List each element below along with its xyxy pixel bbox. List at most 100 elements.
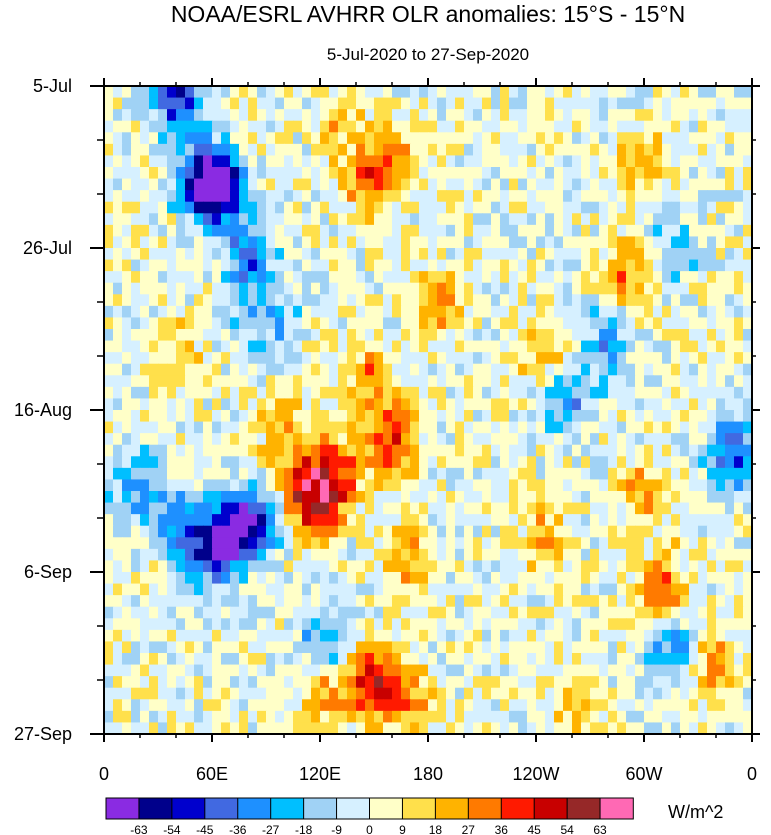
heatmap-cell: [266, 548, 276, 562]
heatmap-cell: [275, 606, 285, 619]
heatmap-cell: [680, 329, 690, 342]
heatmap-cell: [428, 340, 438, 353]
heatmap-cell: [572, 340, 582, 353]
heatmap-cell: [689, 201, 699, 214]
heatmap-cell: [203, 514, 213, 527]
heatmap-cell: [455, 178, 465, 191]
heatmap-cell: [671, 398, 681, 411]
heatmap-cell: [284, 653, 294, 666]
heatmap-cell: [680, 641, 690, 654]
heatmap-cell: [113, 236, 123, 249]
heatmap-cell: [518, 317, 528, 330]
heatmap-cell: [527, 271, 537, 284]
heatmap-cell: [338, 572, 348, 585]
heatmap-cell: [356, 653, 366, 666]
heatmap-cell: [185, 514, 195, 527]
heatmap-cell: [644, 224, 654, 238]
heatmap-cell: [410, 294, 420, 307]
heatmap-cell: [428, 479, 438, 492]
heatmap-cell: [194, 236, 204, 249]
heatmap-cell: [257, 109, 267, 122]
heatmap-cell: [662, 363, 672, 376]
heatmap-cell: [563, 560, 573, 573]
heatmap-cell: [617, 190, 627, 203]
heatmap-cell: [374, 572, 384, 585]
heatmap-cell: [662, 525, 672, 538]
heatmap-cell: [689, 167, 699, 180]
heatmap-cell: [338, 375, 348, 388]
heatmap-cell: [653, 583, 663, 596]
heatmap-cell: [689, 514, 699, 527]
heatmap-cell: [221, 537, 231, 550]
heatmap-cell: [419, 548, 429, 562]
heatmap-cell: [437, 398, 447, 411]
heatmap-cell: [374, 340, 384, 353]
heatmap-cell: [221, 259, 231, 272]
heatmap-cell: [626, 479, 636, 492]
heatmap-cell: [320, 410, 330, 423]
heatmap-cell: [221, 294, 231, 307]
heatmap-cell: [482, 479, 492, 492]
heatmap-cell: [239, 444, 249, 457]
heatmap-cell: [158, 120, 168, 133]
heatmap-cell: [176, 444, 186, 457]
heatmap-cell: [320, 548, 330, 562]
heatmap-cell: [320, 109, 330, 122]
heatmap-cell: [689, 618, 699, 631]
heatmap-cell: [365, 352, 375, 365]
heatmap-cell: [617, 653, 627, 666]
heatmap-cell: [536, 572, 546, 585]
heatmap-cell: [617, 386, 627, 400]
heatmap-cell: [437, 467, 447, 481]
heatmap-cell: [167, 699, 177, 712]
heatmap-cell: [401, 710, 411, 724]
heatmap-cell: [410, 132, 420, 145]
heatmap-cell: [113, 410, 123, 423]
heatmap-cell: [410, 97, 420, 110]
heatmap-cell: [122, 167, 132, 180]
heatmap-cell: [365, 120, 375, 133]
heatmap-cell: [491, 398, 501, 411]
heatmap-cell: [248, 618, 258, 631]
heatmap-cell: [311, 294, 321, 307]
heatmap-cell: [527, 201, 537, 214]
heatmap-cell: [275, 687, 285, 700]
heatmap-cell: [662, 259, 672, 272]
heatmap-cell: [428, 491, 438, 504]
heatmap-cell: [392, 213, 402, 226]
heatmap-cell: [122, 340, 132, 353]
heatmap-cell: [662, 109, 672, 122]
heatmap-cell: [230, 271, 240, 284]
heatmap-cell: [644, 167, 654, 180]
heatmap-cell: [401, 525, 411, 538]
heatmap-cell: [572, 352, 582, 365]
heatmap-cell: [410, 699, 420, 712]
heatmap-cell: [563, 398, 573, 411]
heatmap-cell: [455, 606, 465, 619]
heatmap-cell: [365, 560, 375, 573]
heatmap-cell: [140, 282, 150, 295]
heatmap-cell: [374, 548, 384, 562]
heatmap-cell: [320, 421, 330, 434]
heatmap-cell: [536, 525, 546, 538]
heatmap-cell: [401, 502, 411, 515]
heatmap-cell: [482, 641, 492, 654]
heatmap-cell: [329, 664, 339, 677]
heatmap-cell: [329, 525, 339, 538]
heatmap-cell: [743, 722, 752, 734]
heatmap-cell: [212, 479, 222, 492]
heatmap-cell: [284, 514, 294, 527]
heatmap-cell: [689, 629, 699, 643]
heatmap-cell: [275, 282, 285, 295]
heatmap-cell: [428, 410, 438, 423]
heatmap-cell: [590, 155, 600, 168]
heatmap-cell: [275, 259, 285, 272]
heatmap-cell: [518, 479, 528, 492]
heatmap-cell: [383, 572, 393, 585]
heatmap-cell: [338, 641, 348, 654]
heatmap-cell: [617, 224, 627, 238]
heatmap-cell: [320, 525, 330, 538]
heatmap-cell: [464, 664, 474, 677]
heatmap-cell: [158, 629, 168, 643]
heatmap-cell: [428, 352, 438, 365]
